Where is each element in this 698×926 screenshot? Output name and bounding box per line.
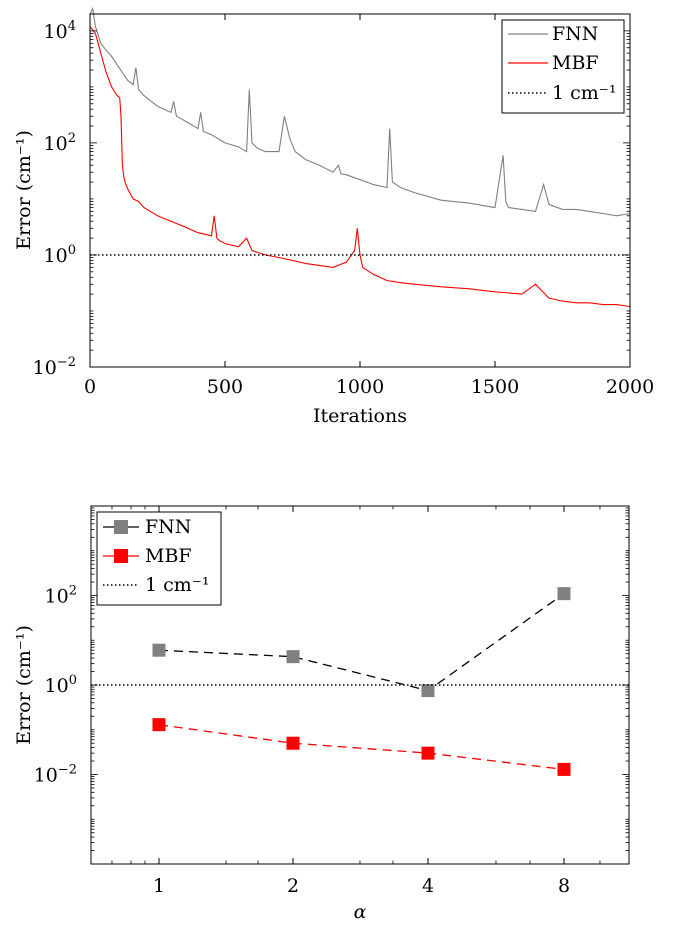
series-fnn-line: [158, 593, 565, 692]
y-tick-label: 102: [45, 584, 77, 608]
chart-top-legend: FNN MBF 1 cm⁻¹: [501, 19, 625, 114]
chart-top: 0 500 1000 1500 2000 10−2 100 102 104 Iterations…: [13, 6, 654, 427]
chart-top-series: [89, 6, 631, 308]
chart-bottom-legend: FNN MBF 1 cm⁻¹: [96, 511, 222, 606]
series-mbf-line: [158, 724, 565, 771]
y-tick-label: 10−2: [33, 355, 76, 379]
chart-bottom-xlabel: α: [354, 901, 367, 923]
x-tick-label: 1: [153, 875, 165, 897]
series-mbf-line: [89, 26, 631, 308]
x-tick-label: 0: [84, 376, 96, 398]
x-tick-label: 1500: [471, 376, 519, 398]
y-tick-label: 104: [44, 19, 76, 43]
y-tick-label: 100: [44, 243, 76, 267]
legend2-mbf-marker: [114, 549, 128, 563]
chart-bottom-ylabel: Error (cm⁻¹): [13, 625, 35, 745]
series-fnn-line: [89, 6, 631, 217]
series-fnn-marker: [152, 643, 166, 657]
legend2-fnn-marker: [114, 520, 128, 534]
x-tick-label: 1000: [336, 376, 384, 398]
series-mbf-marker: [286, 736, 300, 750]
x-tick-label: 2000: [606, 376, 654, 398]
x-tick-label: 2: [287, 875, 299, 897]
legend-mbf-label: MBF: [552, 52, 599, 74]
chart-top-xlabel: Iterations: [313, 405, 407, 427]
legend2-mbf-label: MBF: [145, 545, 192, 567]
legend2-ref-label: 1 cm⁻¹: [145, 574, 209, 596]
series-mbf-marker: [421, 746, 435, 760]
series-fnn-marker: [421, 684, 435, 698]
x-tick-label: 8: [558, 875, 570, 897]
chart-top-ylabel: Error (cm⁻¹): [13, 130, 35, 250]
legend2-fnn-label: FNN: [145, 516, 191, 538]
chart-bottom-series: [91, 587, 629, 776]
y-tick-label: 10−2: [34, 763, 77, 787]
series-mbf-marker: [557, 762, 571, 776]
series-mbf-marker: [152, 718, 166, 732]
series-fnn-marker: [557, 587, 571, 601]
chart-top-legend-box: [501, 19, 625, 114]
x-tick-label: 4: [422, 875, 434, 897]
y-tick-label: 102: [44, 131, 76, 155]
legend-fnn-label: FNN: [552, 23, 598, 45]
chart-bottom: 1 2 4 8 10−2 100 102 α Error (cm⁻¹) FNN MBF 1 …: [13, 505, 630, 923]
x-tick-label: 500: [207, 376, 243, 398]
series-fnn-marker: [286, 650, 300, 664]
y-tick-label: 100: [45, 673, 77, 697]
legend-ref-label: 1 cm⁻¹: [552, 82, 616, 104]
